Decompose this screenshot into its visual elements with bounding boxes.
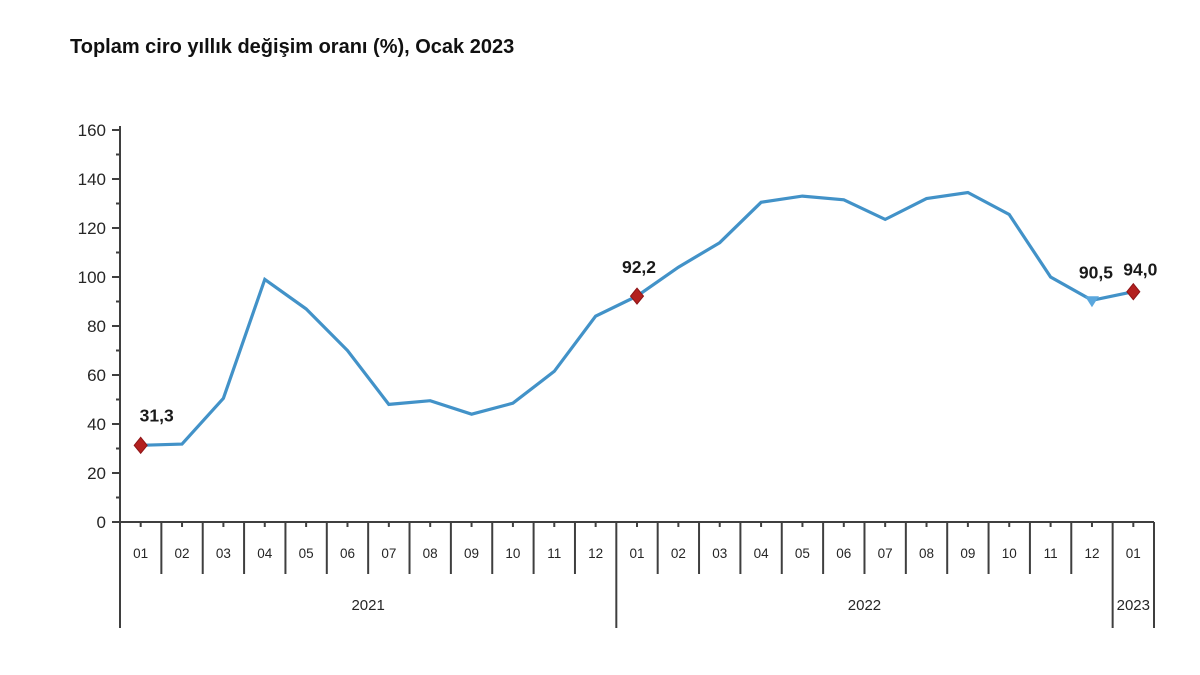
month-label: 01 xyxy=(629,546,644,561)
month-label: 04 xyxy=(754,546,770,561)
diamond-marker xyxy=(629,287,645,305)
y-tick-label: 80 xyxy=(87,317,106,336)
month-label: 11 xyxy=(1044,546,1058,561)
data-point-label: 92,2 xyxy=(622,257,656,277)
y-tick-label: 60 xyxy=(87,366,106,385)
month-label: 03 xyxy=(712,546,727,561)
diamond-marker xyxy=(1126,282,1141,301)
y-tick-label: 160 xyxy=(78,121,106,140)
chart-title: Toplam ciro yıllık değişim oranı (%), Oc… xyxy=(70,36,515,58)
month-label: 06 xyxy=(340,546,355,561)
y-tick-label: 100 xyxy=(78,268,106,287)
month-label: 06 xyxy=(836,546,851,561)
y-tick-label: 20 xyxy=(87,464,106,483)
month-label: 08 xyxy=(423,546,438,561)
triangle-marker xyxy=(1084,296,1099,308)
month-label: 10 xyxy=(1002,546,1017,561)
month-label: 04 xyxy=(257,546,273,561)
month-label: 11 xyxy=(547,546,561,561)
month-label: 12 xyxy=(588,546,603,561)
month-label: 10 xyxy=(505,546,520,561)
diamond-marker xyxy=(133,436,148,455)
y-tick-label: 140 xyxy=(78,170,106,189)
month-label: 01 xyxy=(1126,546,1141,561)
y-tick-label: 40 xyxy=(87,415,106,434)
y-tick-label: 120 xyxy=(78,219,106,238)
data-point-label: 94,0 xyxy=(1123,260,1157,280)
data-point-label: 90,5 xyxy=(1079,262,1113,282)
month-label: 09 xyxy=(960,546,975,561)
month-label: 12 xyxy=(1084,546,1099,561)
month-label: 07 xyxy=(381,546,396,561)
y-tick-label: 0 xyxy=(97,513,106,532)
year-label: 2023 xyxy=(1117,597,1150,614)
month-label: 05 xyxy=(795,546,810,561)
series-line xyxy=(139,190,1135,447)
data-point-label: 31,3 xyxy=(140,405,174,425)
month-label: 01 xyxy=(133,546,148,561)
year-label: 2021 xyxy=(351,597,384,614)
month-label: 03 xyxy=(216,546,231,561)
month-label: 09 xyxy=(464,546,479,561)
year-label: 2022 xyxy=(848,597,881,614)
month-label: 05 xyxy=(299,546,314,561)
month-label: 07 xyxy=(878,546,893,561)
month-label: 02 xyxy=(671,546,686,561)
month-label: 02 xyxy=(175,546,190,561)
month-label: 08 xyxy=(919,546,934,561)
